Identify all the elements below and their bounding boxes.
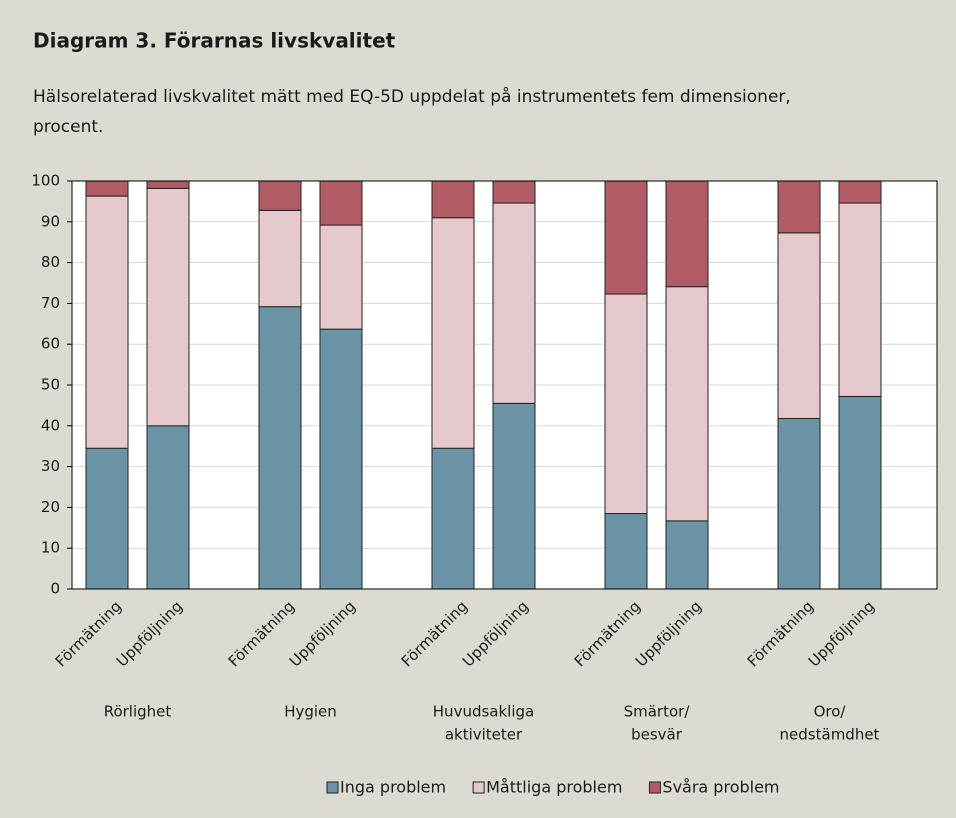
y-tick-label: 100 xyxy=(31,172,60,190)
bar-segment xyxy=(492,402,536,590)
bar-segment xyxy=(146,425,190,590)
plot-border xyxy=(71,180,938,590)
y-tick-label: 90 xyxy=(41,212,60,230)
bar-segment xyxy=(85,447,129,590)
group-label: Oro/ xyxy=(814,703,847,721)
group-label: Hygien xyxy=(284,703,337,721)
legend-swatch xyxy=(472,781,485,794)
bar-segment xyxy=(431,180,475,219)
bar-segment xyxy=(604,293,648,515)
y-tick-label: 30 xyxy=(41,457,60,475)
bar-segment xyxy=(777,232,821,419)
group-label: Rörlighet xyxy=(104,703,172,721)
bar-segment xyxy=(838,202,882,397)
bar-segment xyxy=(665,286,709,522)
bar-segment xyxy=(604,180,648,295)
bar-segment xyxy=(85,195,129,449)
y-tick-label: 20 xyxy=(41,498,60,516)
group-label: nedstämdhet xyxy=(780,726,880,744)
chart-subtitle: Hälsorelaterad livskvalitet mätt med EQ-… xyxy=(33,86,791,107)
y-tick-label: 80 xyxy=(41,253,60,271)
bar-segment xyxy=(665,520,709,590)
bar-segment xyxy=(319,180,363,226)
y-tick-label: 40 xyxy=(41,416,60,434)
legend-label: Svåra problem xyxy=(662,778,779,797)
bar-segment xyxy=(665,180,709,288)
bar-segment xyxy=(146,180,190,189)
legend-swatch xyxy=(648,781,661,794)
bar-segment xyxy=(431,217,475,449)
legend-swatch xyxy=(326,781,339,794)
y-tick-label: 70 xyxy=(41,294,60,312)
legend-label: Inga problem xyxy=(340,778,446,797)
bar-segment xyxy=(319,328,363,590)
group-label: besvär xyxy=(631,726,683,744)
bar-segment xyxy=(604,513,648,590)
bar-segment xyxy=(838,180,882,204)
legend-label: Måttliga problem xyxy=(486,778,622,797)
bar-segment xyxy=(319,224,363,330)
y-tick-label: 50 xyxy=(41,376,60,394)
bar-segment xyxy=(777,180,821,234)
bar-segment xyxy=(258,209,302,308)
bar-segment xyxy=(492,180,536,204)
bar-segment xyxy=(431,447,475,590)
bar-segment xyxy=(838,395,882,590)
group-label: Smärtor/ xyxy=(624,703,691,721)
group-label: aktiviteter xyxy=(445,726,523,744)
group-label: Huvudsakliga xyxy=(433,703,534,721)
chart-title: Diagram 3. Förarnas livskvalitet xyxy=(33,29,396,53)
y-tick-label: 60 xyxy=(41,335,60,353)
bar-segment xyxy=(146,187,190,427)
y-tick-label: 10 xyxy=(41,539,60,557)
y-tick-label: 0 xyxy=(50,580,60,598)
chart-subtitle: procent. xyxy=(33,117,103,137)
bar-segment xyxy=(85,180,129,197)
bar-segment xyxy=(258,306,302,590)
bar-segment xyxy=(258,180,302,211)
bar-segment xyxy=(777,417,821,590)
bar-segment xyxy=(492,202,536,404)
